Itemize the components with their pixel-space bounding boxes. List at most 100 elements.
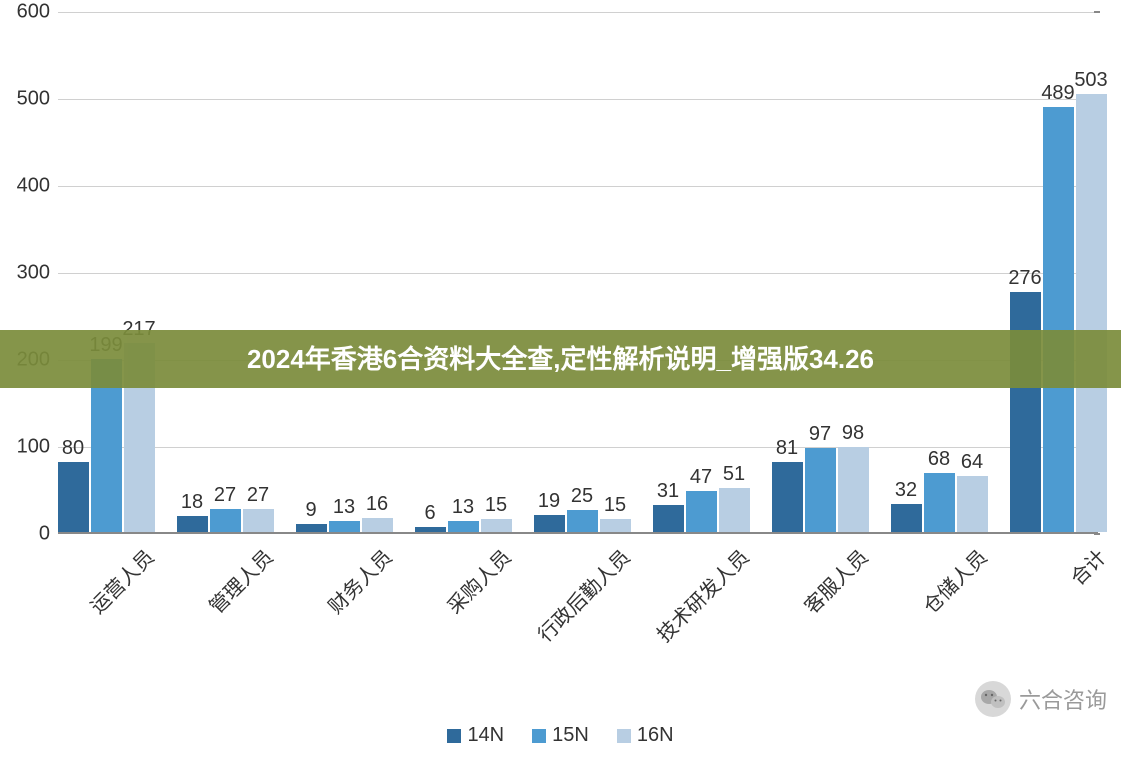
bar-value-label: 64 [961, 451, 983, 474]
bar-value-label: 9 [305, 499, 316, 522]
bar-value-label: 47 [690, 466, 712, 489]
bar-rect [805, 448, 836, 532]
bar: 97 [805, 448, 836, 532]
bar-value-label: 32 [895, 479, 917, 502]
x-tick-label: 行政后勤人员 [530, 542, 635, 647]
bar-rect [957, 476, 988, 532]
bar-rect [448, 521, 479, 532]
bar-value-label: 25 [571, 485, 593, 508]
bar: 32 [891, 504, 922, 532]
bar-rect [58, 462, 89, 532]
bar-rect [481, 519, 512, 532]
legend-swatch [447, 729, 461, 743]
bar: 25 [567, 510, 598, 532]
x-tick-label: 合计 [1063, 542, 1112, 591]
legend-label: 16N [637, 724, 674, 747]
bar: 47 [686, 491, 717, 532]
y-tick-label: 400 [17, 175, 58, 198]
bar-group: 91316财务人员 [296, 12, 393, 532]
bar-rect [600, 519, 631, 532]
chart-container: 010020030040050060080199217运营人员182727管理人… [0, 0, 1121, 757]
bar-value-label: 27 [247, 484, 269, 507]
bar: 15 [481, 519, 512, 532]
watermark: 六合咨询 [975, 681, 1107, 717]
bar-rect [362, 518, 393, 532]
bar: 503 [1076, 94, 1107, 532]
bar: 98 [838, 447, 869, 532]
y-tick-label: 600 [17, 1, 58, 24]
bar-rect [924, 473, 955, 532]
bar-value-label: 80 [62, 437, 84, 460]
bar: 6 [415, 527, 446, 532]
bar-rect [415, 527, 446, 532]
bar-value-label: 6 [424, 502, 435, 525]
bar: 19 [534, 515, 565, 532]
bar-rect [838, 447, 869, 532]
bar-rect [329, 521, 360, 532]
bar-value-label: 15 [485, 494, 507, 517]
bar-rect [567, 510, 598, 532]
bar: 68 [924, 473, 955, 532]
bar-value-label: 19 [538, 490, 560, 513]
bar-rect [243, 509, 274, 532]
x-tick-label: 管理人员 [201, 542, 278, 619]
bar: 51 [719, 488, 750, 532]
bar-value-label: 13 [452, 496, 474, 519]
bar-value-label: 276 [1008, 267, 1041, 290]
bar-group: 314751技术研发人员 [653, 12, 750, 532]
overlay-banner: 2024年香港6合资料大全查,定性解析说明_增强版34.26 [0, 330, 1121, 388]
bar: 276 [1010, 292, 1041, 532]
x-tick-label: 采购人员 [439, 542, 516, 619]
bar-value-label: 98 [842, 422, 864, 445]
y-tick-label: 100 [17, 436, 58, 459]
bar: 80 [58, 462, 89, 532]
bar-rect [1076, 94, 1107, 532]
bar-value-label: 97 [809, 423, 831, 446]
bar-value-label: 51 [723, 463, 745, 486]
legend-label: 15N [552, 724, 589, 747]
bar-group: 192515行政后勤人员 [534, 12, 631, 532]
bar: 16 [362, 518, 393, 532]
legend-item: 14N [447, 724, 504, 747]
bar-value-label: 18 [181, 491, 203, 514]
bar-value-label: 27 [214, 484, 236, 507]
x-tick-label: 技术研发人员 [649, 542, 754, 647]
x-tick-label: 客服人员 [796, 542, 873, 619]
legend: 14N 15N 16N [0, 724, 1121, 747]
wechat-icon [975, 681, 1011, 717]
legend-item: 16N [617, 724, 674, 747]
bar-rect [719, 488, 750, 532]
bar: 27 [210, 509, 241, 532]
bar-value-label: 31 [657, 480, 679, 503]
bar-rect [891, 504, 922, 532]
y-tick-label: 0 [39, 523, 58, 546]
bar: 27 [243, 509, 274, 532]
bar-value-label: 68 [928, 448, 950, 471]
bar-group: 326864仓储人员 [891, 12, 988, 532]
bar-rect [177, 516, 208, 532]
bar-rect [534, 515, 565, 532]
bar: 13 [329, 521, 360, 532]
legend-swatch [532, 729, 546, 743]
bar-rect [653, 505, 684, 532]
bar: 81 [772, 462, 803, 532]
plot-area: 010020030040050060080199217运营人员182727管理人… [58, 12, 1098, 534]
bar: 31 [653, 505, 684, 532]
legend-label: 14N [467, 724, 504, 747]
legend-item: 15N [532, 724, 589, 747]
bar-value-label: 503 [1074, 69, 1107, 92]
bar-value-label: 81 [776, 437, 798, 460]
bar: 18 [177, 516, 208, 532]
bar-rect [210, 509, 241, 532]
bar-rect [1010, 292, 1041, 532]
bar: 489 [1043, 107, 1074, 532]
y-tick-label: 500 [17, 88, 58, 111]
bar-value-label: 489 [1041, 82, 1074, 105]
bar-rect [296, 524, 327, 532]
bar-rect [1043, 107, 1074, 532]
bar-group: 80199217运营人员 [58, 12, 155, 532]
watermark-label: 六合咨询 [1019, 683, 1107, 715]
legend-swatch [617, 729, 631, 743]
bar-group: 819798客服人员 [772, 12, 869, 532]
bar-value-label: 15 [604, 494, 626, 517]
